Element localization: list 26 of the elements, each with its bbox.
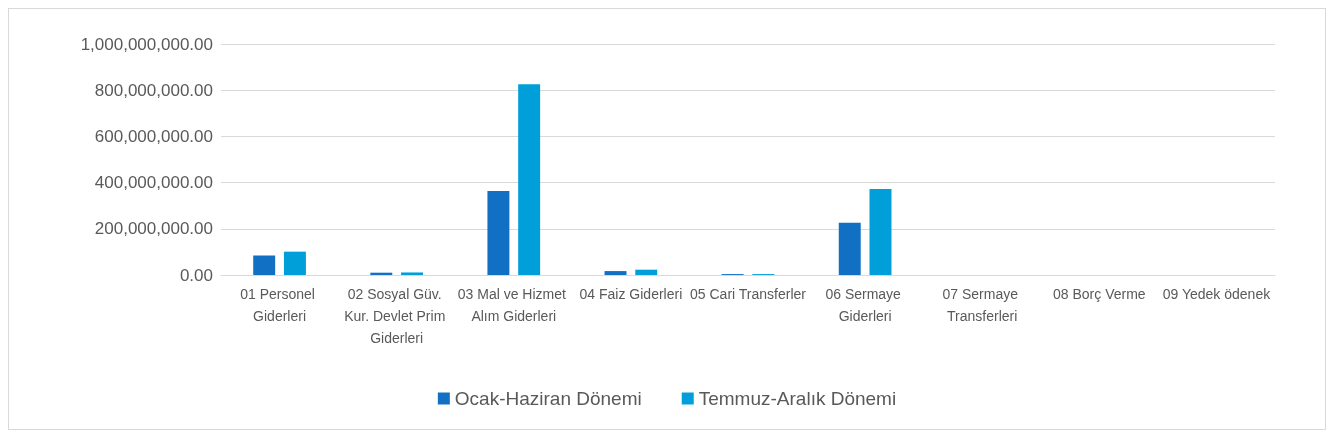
legend-label: Ocak-Haziran Dönemi: [454, 388, 642, 409]
y-tick-label: 800,000,000.00: [94, 80, 213, 100]
bar: [869, 189, 892, 275]
x-tick-label: 01 Personel Giderleri: [240, 286, 319, 324]
bar: [604, 271, 627, 275]
y-tick-label: 400,000,000.00: [94, 173, 213, 193]
y-tick-label: 200,000,000.00: [94, 219, 213, 239]
x-tick-label: 07 Sermaye Transferleri: [942, 286, 1022, 324]
x-tick-label: 02 Sosyal Güv. Kur. Devlet Prim Giderleri: [344, 286, 450, 346]
bar: [487, 190, 510, 275]
bar: [518, 84, 541, 275]
bar: [838, 222, 861, 275]
bar: [283, 251, 306, 275]
x-tick-label: 05 Cari Transferler: [690, 286, 807, 302]
bar: [635, 269, 658, 275]
bar: [401, 272, 424, 275]
x-tick-label: 03 Mal ve Hizmet Alım Giderleri: [457, 286, 570, 324]
y-tick-label: 1,000,000,000.00: [80, 34, 213, 54]
y-tick-label: 600,000,000.00: [94, 126, 213, 146]
bar: [253, 255, 276, 275]
x-tick-label: 04 Faiz Giderleri: [579, 286, 683, 302]
y-tick-label: 0.00: [179, 265, 213, 285]
x-tick-label: 08 Borç Verme: [1053, 286, 1146, 302]
x-tick-label: 06 Sermaye Giderleri: [825, 286, 905, 324]
legend-label: Temmuz-Aralık Dönemi: [698, 388, 897, 409]
x-tick-label: 09 Yedek ödenek: [1162, 286, 1272, 302]
